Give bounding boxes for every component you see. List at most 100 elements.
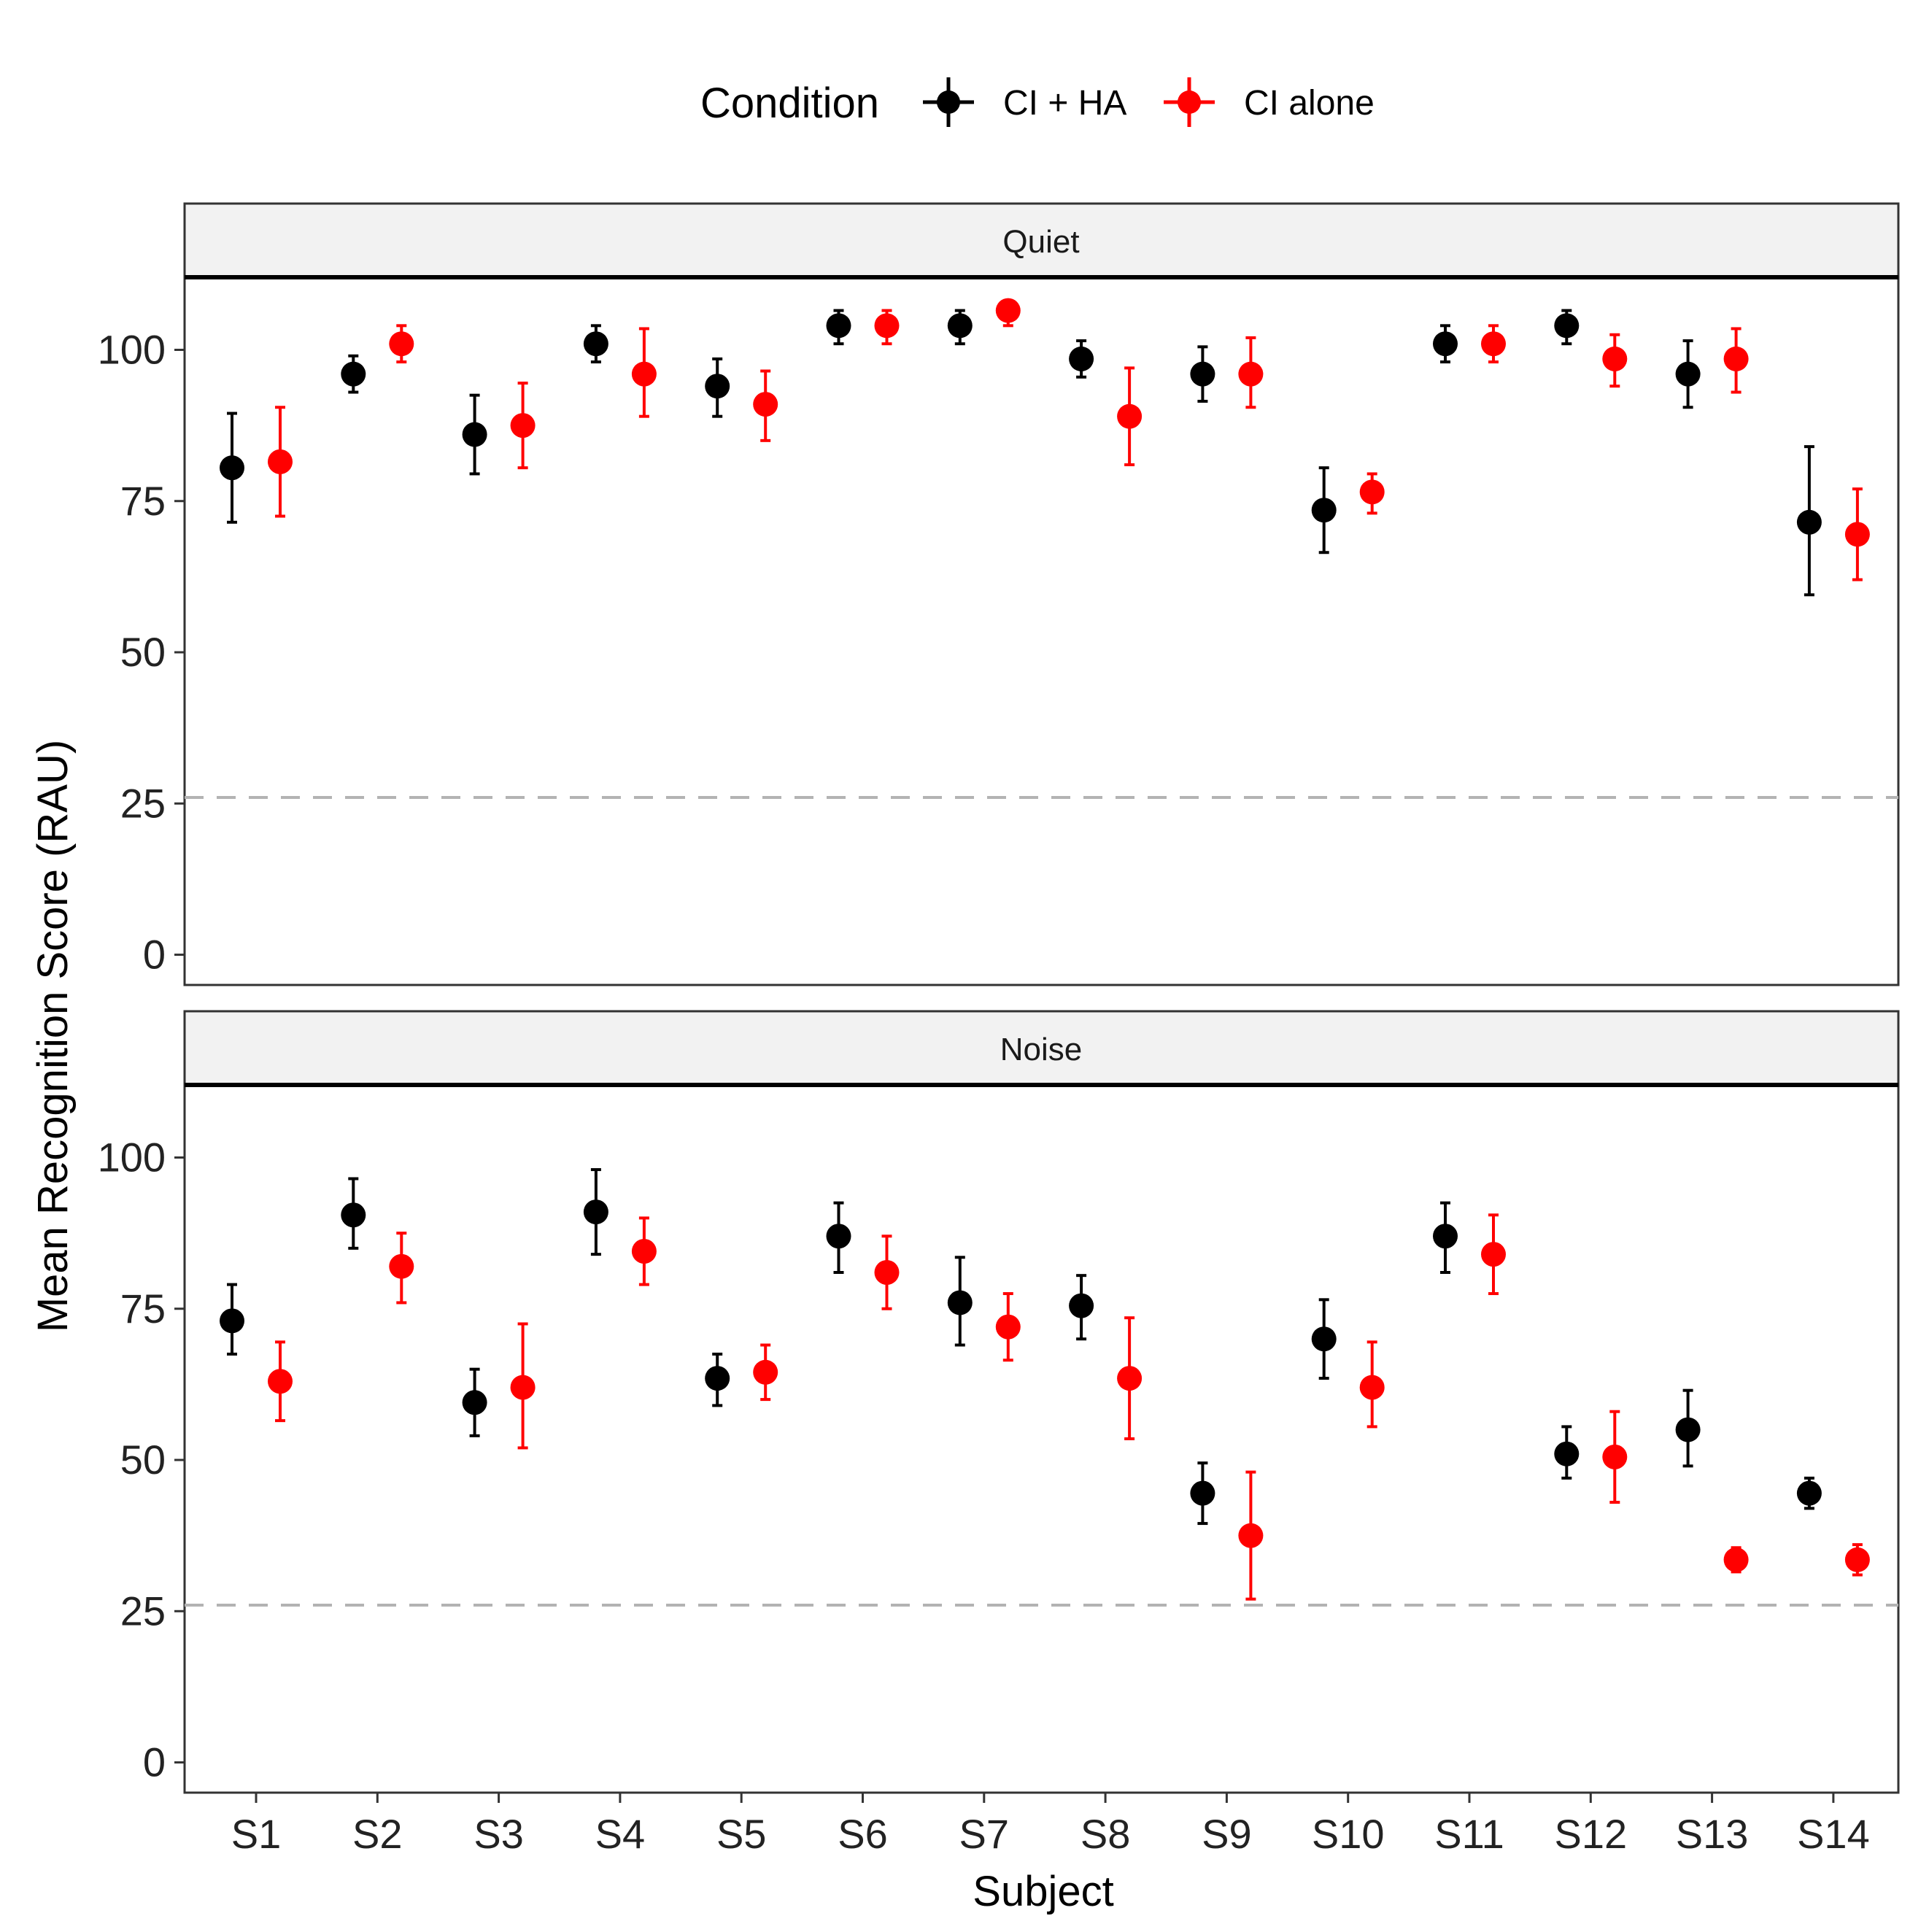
point-noise-ci-ha-s8 xyxy=(1069,1293,1094,1318)
y-tick-label-noise-75: 75 xyxy=(120,1286,166,1332)
point-quiet-ci-alone-s7 xyxy=(995,298,1021,323)
point-noise-ci-alone-s14 xyxy=(1844,1547,1870,1572)
x-axis-title: Subject xyxy=(973,1868,1113,1915)
facet-quiet: Quiet 0 25 50 75 100 xyxy=(98,202,1900,986)
panel-noise xyxy=(183,1083,1900,1794)
x-axis: S1 S2 S3 S4 S5 S6 S7 S8 S9 S10 S11 S12 S13 S14 xyxy=(231,1793,1870,1857)
x-tick-label-s10: S10 xyxy=(1312,1811,1385,1857)
legend-label-ci-alone: CI alone xyxy=(1244,84,1375,123)
y-ticks-noise: 0 25 50 75 100 xyxy=(98,1134,185,1785)
point-noise-ci-ha-s14 xyxy=(1796,1480,1822,1506)
x-tick-label-s6: S6 xyxy=(838,1811,888,1857)
point-noise-ci-alone-s2 xyxy=(389,1253,414,1279)
point-quiet-ci-alone-s14 xyxy=(1844,522,1870,547)
point-noise-ci-alone-s7 xyxy=(995,1314,1021,1340)
point-quiet-ci-ha-s8 xyxy=(1069,346,1094,371)
x-tick-label-s8: S8 xyxy=(1081,1811,1131,1857)
y-axis-title: Mean Recognition Score (RAU) xyxy=(29,740,77,1332)
y-ticks-quiet: 0 25 50 75 100 xyxy=(98,326,185,978)
point-noise-ci-alone-s3 xyxy=(510,1375,536,1400)
point-noise-ci-alone-s13 xyxy=(1723,1547,1749,1572)
y-tick-label-quiet-100: 100 xyxy=(98,326,166,372)
point-quiet-ci-alone-s8 xyxy=(1117,403,1143,429)
point-noise-ci-ha-s7 xyxy=(947,1290,973,1315)
legend-key-ci-ha-point xyxy=(937,90,960,114)
x-tick-label-s4: S4 xyxy=(595,1811,646,1857)
point-noise-ci-alone-s6 xyxy=(874,1260,900,1286)
point-noise-ci-ha-s9 xyxy=(1190,1480,1215,1506)
point-noise-ci-ha-s3 xyxy=(462,1390,487,1415)
point-quiet-ci-alone-s3 xyxy=(510,413,536,438)
point-noise-ci-ha-s12 xyxy=(1554,1441,1580,1467)
point-quiet-ci-ha-s10 xyxy=(1311,498,1337,523)
point-quiet-ci-alone-s13 xyxy=(1723,346,1749,371)
point-quiet-ci-alone-s6 xyxy=(874,313,900,339)
point-quiet-ci-ha-s12 xyxy=(1554,313,1580,339)
y-tick-label-noise-100: 100 xyxy=(98,1134,166,1180)
point-quiet-ci-alone-s9 xyxy=(1238,361,1264,387)
point-quiet-ci-alone-s4 xyxy=(631,361,657,387)
point-noise-ci-ha-s6 xyxy=(826,1224,851,1249)
point-noise-ci-alone-s8 xyxy=(1117,1366,1143,1391)
point-noise-ci-ha-s10 xyxy=(1311,1326,1337,1352)
y-tick-label-quiet-50: 50 xyxy=(120,629,166,675)
point-quiet-ci-alone-s2 xyxy=(389,331,414,357)
x-tick-label-s7: S7 xyxy=(959,1811,1010,1857)
panel-quiet xyxy=(183,276,1900,986)
legend-key-ci-alone-point xyxy=(1178,90,1201,114)
strip-label-noise: Noise xyxy=(1000,1032,1083,1067)
point-quiet-ci-alone-s11 xyxy=(1481,331,1506,357)
point-quiet-ci-alone-s12 xyxy=(1602,346,1628,371)
point-quiet-ci-ha-s5 xyxy=(705,374,730,399)
y-tick-label-noise-0: 0 xyxy=(143,1739,166,1785)
point-quiet-ci-ha-s7 xyxy=(947,313,973,339)
point-noise-ci-ha-s2 xyxy=(341,1202,366,1228)
y-tick-label-quiet-25: 25 xyxy=(120,780,166,826)
point-quiet-ci-alone-s1 xyxy=(268,449,293,474)
point-noise-ci-ha-s5 xyxy=(705,1366,730,1391)
point-noise-ci-alone-s5 xyxy=(753,1359,778,1385)
strip-label-quiet: Quiet xyxy=(1002,224,1079,260)
x-tick-label-s11: S11 xyxy=(1434,1811,1504,1857)
legend-label-ci-ha: CI + HA xyxy=(1003,84,1126,123)
point-noise-ci-alone-s12 xyxy=(1602,1444,1628,1469)
point-quiet-ci-ha-s13 xyxy=(1675,361,1701,387)
point-quiet-ci-alone-s5 xyxy=(753,392,778,417)
x-tick-label-s2: S2 xyxy=(352,1811,403,1857)
point-quiet-ci-ha-s4 xyxy=(583,331,608,357)
marks-noise xyxy=(220,1168,1870,1601)
point-quiet-ci-ha-s6 xyxy=(826,313,851,339)
x-tick-label-s9: S9 xyxy=(1202,1811,1252,1857)
x-tick-label-s14: S14 xyxy=(1797,1811,1870,1857)
point-quiet-ci-ha-s11 xyxy=(1433,331,1458,357)
y-tick-label-noise-25: 25 xyxy=(120,1588,166,1634)
x-tick-label-s3: S3 xyxy=(473,1811,524,1857)
point-noise-ci-alone-s11 xyxy=(1481,1242,1506,1267)
point-quiet-ci-ha-s2 xyxy=(341,361,366,387)
point-quiet-ci-ha-s9 xyxy=(1190,361,1215,387)
point-noise-ci-ha-s4 xyxy=(583,1199,608,1225)
x-tick-label-s13: S13 xyxy=(1676,1811,1749,1857)
legend: Condition CI + HA CI alone xyxy=(700,77,1375,127)
point-noise-ci-ha-s1 xyxy=(220,1308,244,1334)
x-tick-label-s12: S12 xyxy=(1554,1811,1627,1857)
point-noise-ci-alone-s4 xyxy=(631,1238,657,1264)
y-tick-label-quiet-75: 75 xyxy=(120,478,166,524)
point-quiet-ci-ha-s3 xyxy=(462,422,487,447)
point-quiet-ci-ha-s14 xyxy=(1796,509,1822,535)
point-noise-ci-ha-s13 xyxy=(1675,1417,1701,1442)
y-tick-label-noise-50: 50 xyxy=(120,1437,166,1483)
facet-noise: Noise 0 25 50 75 100 xyxy=(98,1010,1900,1794)
point-noise-ci-alone-s10 xyxy=(1359,1375,1385,1400)
point-noise-ci-ha-s11 xyxy=(1433,1224,1458,1249)
x-tick-label-s1: S1 xyxy=(231,1811,282,1857)
strip-noise xyxy=(183,1010,1900,1086)
point-noise-ci-alone-s1 xyxy=(268,1369,293,1394)
y-tick-label-quiet-0: 0 xyxy=(143,932,166,978)
marks-quiet xyxy=(220,298,1870,597)
point-noise-ci-alone-s9 xyxy=(1238,1523,1264,1548)
point-quiet-ci-ha-s1 xyxy=(220,455,244,481)
x-tick-label-s5: S5 xyxy=(716,1811,767,1857)
legend-title: Condition xyxy=(700,80,879,127)
